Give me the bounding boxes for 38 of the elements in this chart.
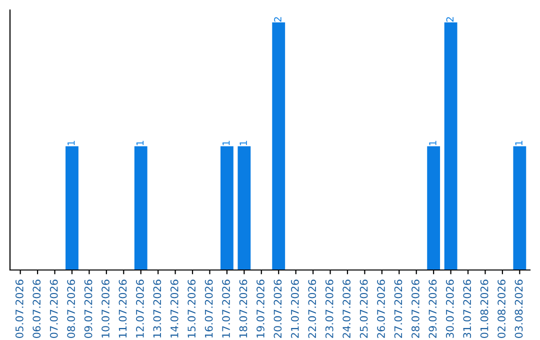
x-tick-label: 17.07.2026 [222,280,230,338]
x-tick-label: 11.07.2026 [118,280,127,338]
x-tick-label: 07.07.2026 [50,280,58,338]
x-tick-label: 24.07.2026 [342,280,351,338]
x-tick-label: 18.07.2026 [239,280,248,338]
x-tick-label: 27.07.2026 [394,280,402,338]
data-label: 1 [429,140,436,146]
x-tick-label: 25.07.2026 [360,280,368,338]
x-tick-label: 15.07.2026 [188,280,196,338]
x-tick-label: 21.07.2026 [290,280,299,338]
data-label: 1 [240,140,247,146]
x-tick-label: 10.07.2026 [102,280,110,338]
x-tick-label: 29.07.2026 [428,280,437,338]
x-tick-label: 22.07.2026 [308,280,316,338]
x-tick-label: 14.07.2026 [170,280,178,338]
x-tick-label: 09.07.2026 [84,280,92,338]
x-tick-label: 31.07.2026 [463,280,472,338]
x-tick-label: 20.07.2026 [274,280,282,338]
x-tick-label: 01.08.2026 [480,280,488,338]
x-tick-label: 30.07.2026 [446,280,454,338]
x-tick-label: 13.07.2026 [153,280,162,338]
x-tick-label: 26.07.2026 [377,280,385,338]
x-tick-label: 08.07.2026 [67,280,76,338]
data-label: 1 [222,140,230,146]
data-label: 2 [446,17,454,22]
x-tick-label: 19.07.2026 [256,280,264,338]
x-tick-label: 06.07.2026 [32,280,41,338]
x-tick-label: 02.08.2026 [498,280,506,338]
x-tick-label: 28.07.2026 [412,280,420,338]
data-label: 1 [136,140,144,146]
x-tick-label: 05.07.2026 [15,280,24,338]
data-label: 1 [68,140,75,146]
x-tick-label: 03.08.2026 [514,280,523,338]
x-tick-label: 12.07.2026 [136,280,144,338]
data-label: 2 [274,17,282,22]
x-tick-label: 23.07.2026 [325,280,334,338]
data-label: 1 [515,140,522,146]
x-tick-label: 16.07.2026 [204,280,213,338]
